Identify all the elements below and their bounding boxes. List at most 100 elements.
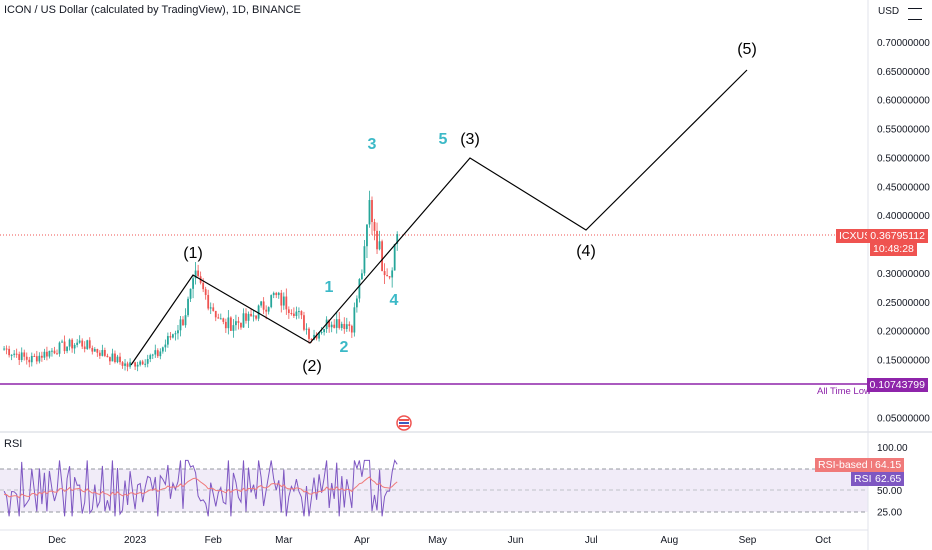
rsi-indicator-title[interactable]: RSI — [4, 438, 23, 450]
candle — [187, 296, 189, 318]
candle — [66, 346, 68, 354]
time-axis-label: Feb — [205, 535, 223, 546]
candle — [295, 306, 298, 320]
time-axis-label: Dec — [48, 535, 66, 546]
candle — [277, 291, 280, 299]
candle — [25, 352, 28, 365]
candle — [177, 325, 179, 340]
candle — [242, 308, 245, 328]
candle — [292, 307, 295, 318]
price-axis-label: 0.15000000 — [877, 356, 930, 367]
elliott-major-label: (5) — [737, 41, 757, 58]
price-axis[interactable]: 0.70000000 0.65000000 0.60000000 0.55000000… — [877, 38, 930, 424]
elliott-major-label: (4) — [576, 243, 596, 260]
candle — [116, 354, 119, 364]
candle — [68, 338, 71, 351]
candle — [53, 346, 56, 355]
candle — [338, 312, 341, 330]
candle — [222, 317, 225, 325]
candle — [101, 344, 104, 357]
candle — [93, 347, 96, 352]
candle — [169, 332, 172, 341]
price-axis-label: 0.40000000 — [877, 211, 930, 222]
candle — [285, 288, 288, 315]
candle — [240, 322, 242, 330]
candle — [396, 231, 399, 251]
candle — [192, 274, 194, 299]
candle — [96, 348, 99, 357]
countdown-tag: 10:48:28 — [870, 242, 917, 256]
candle — [227, 310, 230, 335]
candle — [371, 196, 373, 235]
price-axis-label: 0.60000000 — [877, 96, 930, 107]
candle — [161, 346, 164, 354]
candle — [156, 348, 159, 358]
candles — [3, 190, 399, 372]
candle — [35, 350, 38, 365]
candle — [121, 361, 124, 369]
candle — [20, 347, 23, 363]
candle — [78, 335, 81, 344]
time-axis-label: Sep — [739, 535, 757, 546]
candle — [136, 361, 139, 372]
candle — [272, 291, 275, 299]
candle — [368, 190, 371, 228]
elliott-major-label: (2) — [302, 358, 322, 375]
candle — [287, 306, 290, 319]
symbol-title[interactable]: ICON / US Dollar (calculated by TradingV… — [4, 4, 301, 16]
candle — [237, 316, 240, 330]
time-axis[interactable]: Dec 2023 Feb Mar Apr May Jun Jul Aug Sep Oct — [48, 535, 831, 546]
candle — [247, 311, 250, 328]
candle — [91, 345, 94, 355]
candle — [270, 294, 273, 309]
candle — [361, 269, 363, 281]
candle — [320, 327, 323, 335]
candle — [267, 306, 270, 315]
candle — [129, 358, 131, 369]
candle — [207, 289, 210, 311]
candle — [154, 344, 157, 358]
candle — [355, 295, 358, 313]
candle — [212, 303, 215, 312]
candle — [393, 243, 396, 271]
candle — [56, 349, 58, 355]
candle — [229, 316, 232, 331]
candle — [63, 335, 66, 355]
candle — [214, 310, 217, 322]
candle — [343, 317, 346, 334]
candle — [282, 292, 285, 310]
candle — [151, 353, 154, 360]
candle — [235, 314, 237, 331]
flag-event-icon[interactable] — [396, 415, 412, 431]
candle — [255, 315, 257, 321]
elliott-wave-major-path[interactable] — [130, 69, 748, 366]
rsi-axis-label: 50.00 — [877, 486, 902, 497]
candle — [51, 348, 53, 357]
candle — [290, 309, 293, 316]
candle — [48, 350, 51, 359]
candle — [308, 327, 310, 344]
rsi-axis[interactable]: 100.00 50.00 25.00 — [877, 443, 908, 519]
time-axis-label: Apr — [354, 535, 370, 546]
candle — [340, 321, 343, 331]
candle — [83, 341, 86, 353]
candle — [88, 337, 91, 350]
price-axis-label: 0.30000000 — [877, 269, 930, 280]
candle — [73, 343, 76, 354]
candle — [383, 263, 386, 284]
settings-lines-icon[interactable] — [908, 8, 922, 20]
elliott-minor-label: 3 — [368, 136, 377, 153]
candle — [159, 348, 162, 360]
candle — [103, 347, 106, 358]
candle — [13, 350, 16, 358]
elliott-minor-label: 5 — [439, 131, 448, 148]
candle — [43, 348, 46, 361]
candle — [353, 302, 356, 337]
candle — [126, 361, 129, 372]
candle — [141, 359, 144, 366]
candle — [38, 352, 41, 364]
candle — [388, 276, 391, 280]
candle — [378, 230, 381, 251]
candle — [61, 339, 63, 343]
